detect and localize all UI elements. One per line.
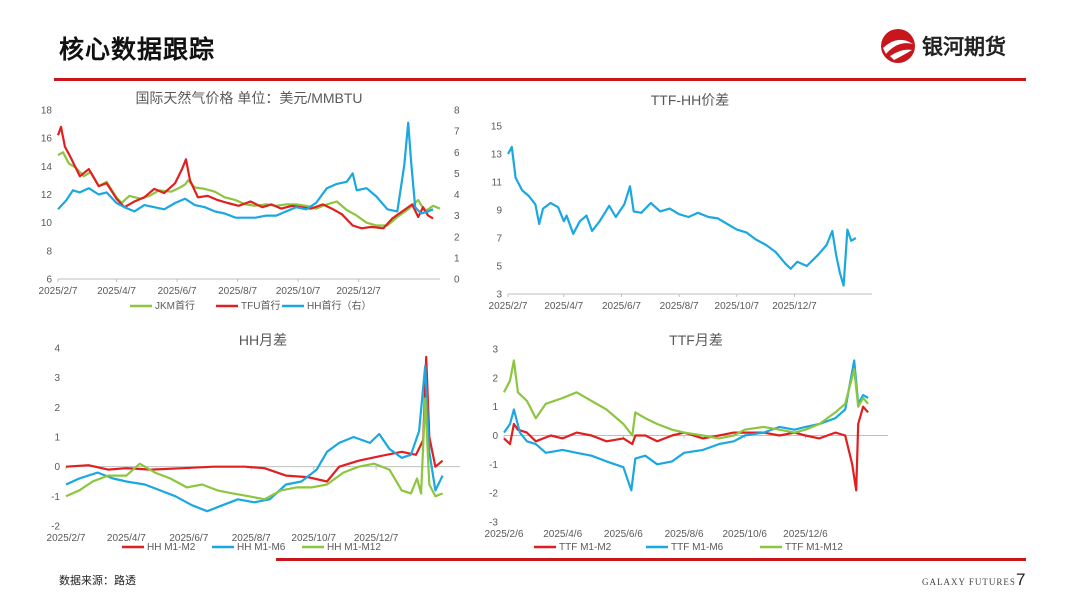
y-tick-label: 1: [54, 433, 60, 444]
x-tick-label: 2025/2/7: [489, 301, 528, 312]
x-tick-label: 2025/4/7: [544, 301, 583, 312]
x-tick-label: 2025/10/7: [276, 286, 321, 297]
page-number: 7: [1016, 570, 1026, 589]
y-tick-label: 3: [496, 290, 502, 301]
y-tick-label: 8: [46, 246, 52, 257]
legend-label: HH首行（右）: [307, 299, 371, 312]
legend-label: HH M1-M12: [327, 542, 381, 553]
x-tick-label: 2025/10/7: [715, 301, 760, 312]
series-line-3: [65, 397, 444, 501]
y-tick-label: -1: [489, 460, 498, 471]
x-tick-label: 2025/8/6: [665, 529, 704, 540]
chart-title: TTF-HH价差: [651, 92, 730, 108]
y2-tick-label: 5: [454, 169, 460, 180]
legend-label: TTF M1-M6: [671, 542, 724, 553]
y-tick-label: 9: [496, 206, 502, 217]
y2-tick-label: 1: [454, 253, 460, 264]
y2-tick-label: 7: [454, 127, 460, 138]
x-tick-label: 2025/2/7: [39, 286, 78, 297]
company-logo: 银河期货: [878, 26, 1028, 66]
series-line-3: [57, 121, 434, 219]
series-line-2: [503, 359, 869, 492]
legend-label: TFU首行: [241, 299, 280, 312]
y2-tick-label: 8: [454, 106, 460, 117]
series-line-1: [65, 355, 444, 483]
y-tick-label: 2: [492, 373, 498, 384]
y-tick-label: 12: [41, 190, 53, 201]
y2-tick-label: 4: [454, 190, 460, 201]
legend-label: TTF M1-M12: [785, 542, 843, 553]
x-tick-label: 2025/2/7: [47, 533, 86, 544]
y-tick-label: -2: [489, 489, 498, 500]
series-line-1: [507, 145, 857, 287]
y-tick-label: 10: [41, 218, 53, 229]
y2-tick-label: 2: [454, 232, 460, 243]
y-tick-label: 14: [41, 162, 53, 173]
x-tick-label: 2025/6/7: [169, 533, 208, 544]
y-tick-label: 2: [54, 403, 60, 414]
y2-tick-label: 6: [454, 148, 460, 159]
y-tick-label: 15: [491, 122, 503, 133]
legend-label: HH M1-M6: [237, 542, 286, 553]
x-tick-label: 2025/2/6: [485, 529, 524, 540]
series-line-1: [57, 151, 441, 227]
chart-title: HH月差: [239, 332, 287, 348]
chart-hh-month-spread: HH月差 -2 -1 0 1 2 3 4 2025/2/7 2025/4/7 2025/6/7 202…: [26, 330, 476, 558]
chart-title: TTF月差: [669, 332, 723, 348]
x-tick-label: 2025/6/7: [602, 301, 641, 312]
x-tick-label: 2025/8/7: [660, 301, 699, 312]
chart-ttf-month-spread: TTF月差 -3 -2 -1 0 1 2 3 2025/2/6 2025/4/6 2025/6/6 2…: [476, 330, 902, 558]
data-source: 数据来源：路透: [59, 574, 136, 587]
legend-label: TTF M1-M2: [559, 542, 612, 553]
x-tick-label: 2025/10/7: [291, 533, 336, 544]
y-tick-label: 16: [41, 134, 53, 145]
series-line-2: [65, 364, 444, 513]
x-tick-label: 2025/4/6: [543, 529, 582, 540]
y-tick-label: 11: [492, 178, 503, 189]
y-tick-label: 4: [54, 344, 60, 355]
y2-tick-label: 3: [454, 211, 460, 222]
x-tick-label: 2025/4/7: [97, 286, 136, 297]
x-tick-label: 2025/12/7: [772, 301, 817, 312]
footer-brand: GALAXY FUTURES: [922, 577, 1016, 587]
y-tick-label: 5: [496, 262, 502, 273]
page-title: 核心数据跟踪: [59, 35, 216, 64]
x-tick-label: 2025/12/6: [783, 529, 828, 540]
y-tick-label: 13: [491, 150, 503, 161]
series-line-2: [56, 125, 434, 230]
y-tick-label: -2: [51, 522, 60, 533]
y-tick-label: -1: [51, 492, 60, 503]
chart-gas-prices: 国际天然气价格 单位：美元/MMBTU 6 8 10 12 14 16 18 0 1 2 3 4 5 6 7 8…: [26, 88, 476, 320]
x-tick-label: 2025/12/7: [336, 286, 381, 297]
x-tick-label: 2025/12/7: [354, 533, 399, 544]
y-tick-label: 7: [496, 234, 502, 245]
x-tick-label: 2025/6/6: [604, 529, 643, 540]
chart-title: 国际天然气价格 单位：美元/MMBTU: [135, 90, 362, 106]
y-tick-label: 0: [54, 462, 60, 473]
y-tick-label: 6: [46, 275, 52, 286]
y-tick-label: -3: [489, 518, 498, 529]
x-tick-label: 2025/8/7: [218, 286, 257, 297]
y-tick-label: 1: [492, 402, 498, 413]
legend-label: JKM首行: [155, 299, 195, 312]
x-tick-label: 2025/8/7: [232, 533, 271, 544]
series-line-3: [503, 359, 869, 440]
x-tick-label: 2025/10/6: [722, 529, 767, 540]
y2-tick-label: 0: [454, 275, 460, 286]
x-tick-label: 2025/4/7: [107, 533, 146, 544]
y-tick-label: 18: [41, 106, 53, 117]
chart-ttf-hh-spread: TTF-HH价差 3 5 7 9 11 13 15 2025/2/7 2025/4/7 2025/6…: [480, 88, 900, 320]
legend-label: HH M1-M2: [147, 542, 196, 553]
y-tick-label: 3: [54, 373, 60, 384]
series-line-1: [503, 405, 869, 492]
x-tick-label: 2025/6/7: [158, 286, 197, 297]
y-tick-label: 3: [492, 345, 498, 356]
header-divider: [54, 78, 1026, 81]
logo-text: 银河期货: [922, 35, 1006, 59]
footer-divider: [276, 558, 1026, 561]
galaxy-logo-icon: [881, 29, 915, 63]
y-tick-label: 0: [492, 431, 498, 442]
